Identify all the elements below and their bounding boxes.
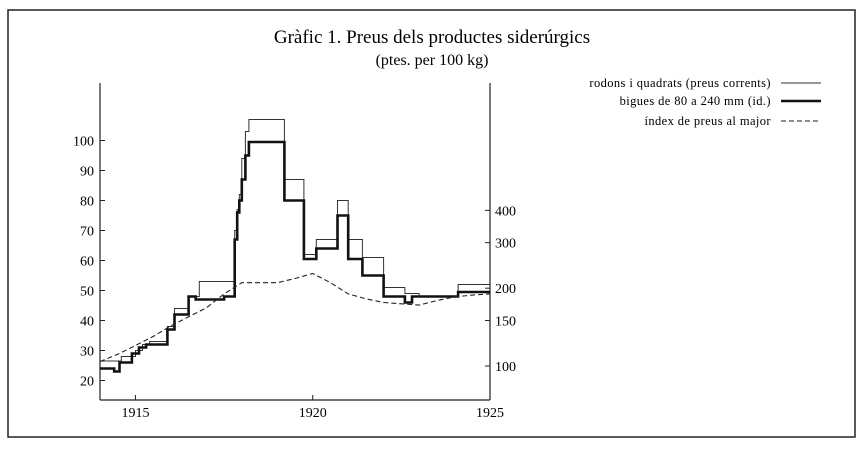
x-tick-label: 1915	[121, 406, 149, 421]
plot-area: 20 30 40 50 60 70 80 90 100 100 150 200 300 400 1915 19…	[73, 83, 516, 421]
chart-subtitle: (ptes. per 100 kg)	[376, 52, 489, 69]
left-tick-label: 60	[80, 255, 94, 270]
left-tick-label: 20	[80, 375, 94, 390]
right-tick-label: 150	[495, 314, 516, 329]
legend-label-1: rodons i quadrats (preus corrents)	[589, 76, 771, 90]
legend-label-2: bigues de 80 a 240 mm (id.)	[620, 94, 771, 108]
right-tick-label: 200	[495, 282, 516, 297]
x-tick-label: 1920	[299, 406, 327, 421]
left-tick-label: 50	[80, 285, 94, 300]
outer-frame	[7, 9, 856, 438]
left-tick-label: 80	[80, 195, 94, 210]
right-tick-label: 300	[495, 237, 516, 252]
left-tick-label: 100	[73, 135, 94, 150]
series-line-2	[100, 140, 490, 373]
chart-title: Gràfic 1. Preus dels productes siderúrgi…	[274, 27, 590, 48]
left-tick-label: 70	[80, 225, 94, 240]
series-line-1	[100, 119, 490, 362]
legend: rodons i quadrats (preus corrents) bigues…	[589, 76, 821, 128]
right-tick-label: 400	[495, 204, 516, 219]
right-tick-label: 100	[495, 360, 516, 375]
legend-label-3: índex de preus al major	[644, 114, 771, 128]
left-tick-label: 40	[80, 315, 94, 330]
left-tick-label: 30	[80, 345, 94, 360]
series-line-3	[99, 272, 491, 363]
left-tick-label: 90	[80, 165, 94, 180]
x-tick-label: 1925	[476, 406, 504, 421]
